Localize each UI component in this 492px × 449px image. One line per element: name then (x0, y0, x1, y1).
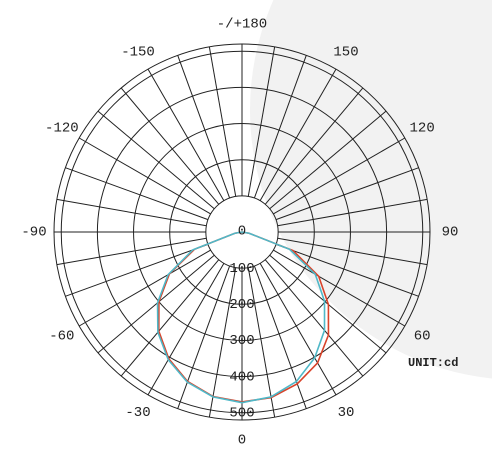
spoke (277, 237, 428, 266)
spoke (78, 137, 211, 215)
spoke (208, 267, 237, 418)
r-tick-label: 500 (229, 405, 254, 421)
angle-label: 90 (442, 225, 459, 241)
spoke (56, 237, 207, 266)
spoke (177, 55, 231, 199)
spoke (56, 198, 207, 227)
spoke (78, 249, 211, 327)
spoke (259, 263, 337, 396)
angle-label: 120 (410, 121, 435, 137)
r-tick-label: 300 (229, 333, 254, 349)
angle-label: -30 (125, 405, 150, 421)
spoke (277, 198, 428, 227)
spoke (65, 243, 209, 297)
angle-label: 60 (414, 329, 431, 345)
spoke (120, 87, 220, 205)
r-tick-label: 400 (229, 369, 254, 385)
spoke (264, 87, 364, 205)
spoke (147, 68, 225, 201)
spoke (253, 55, 307, 199)
unit-label: UNIT:cd (408, 356, 458, 370)
angle-label: -60 (49, 329, 74, 345)
spoke (177, 265, 231, 409)
angle-label: -120 (45, 121, 79, 137)
angle-label: 0 (238, 433, 246, 449)
spoke (120, 259, 220, 377)
spoke (253, 265, 307, 409)
spoke (269, 110, 387, 210)
spoke (275, 167, 419, 221)
angle-label: -90 (21, 225, 46, 241)
angle-label: 30 (338, 405, 355, 421)
r-tick-label: 100 (229, 261, 254, 277)
curve (156, 231, 326, 404)
spoke (247, 267, 276, 418)
spoke (97, 254, 215, 354)
spoke (273, 137, 406, 215)
spoke (65, 167, 209, 221)
spoke (97, 110, 215, 210)
angle-label: 150 (333, 45, 358, 61)
spoke (259, 68, 337, 201)
spoke (264, 259, 364, 377)
spoke (247, 46, 276, 197)
background-shape (250, 0, 492, 379)
spoke (147, 263, 225, 396)
spoke (275, 243, 419, 297)
r-tick-label: 0 (238, 224, 246, 240)
spoke (208, 46, 237, 197)
spoke (273, 249, 406, 327)
angle-label: -/+180 (217, 17, 267, 33)
angle-label: -150 (121, 45, 155, 61)
r-tick-label: 200 (229, 297, 254, 313)
